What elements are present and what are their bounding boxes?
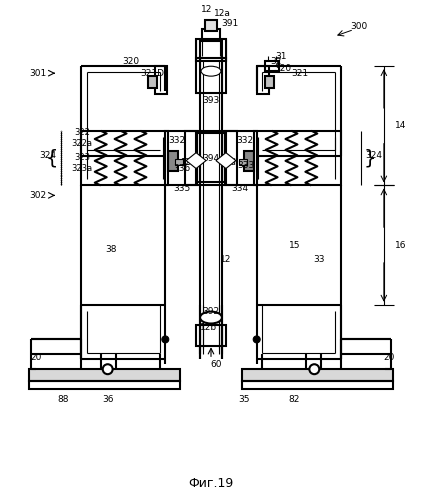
Text: 16: 16 xyxy=(395,240,406,250)
Ellipse shape xyxy=(200,312,222,324)
Text: 321D: 321D xyxy=(141,68,165,78)
Text: 14: 14 xyxy=(395,122,406,130)
Circle shape xyxy=(253,336,260,343)
Text: 36: 36 xyxy=(102,394,114,404)
Bar xyxy=(196,40,226,62)
Text: 60: 60 xyxy=(210,360,222,368)
Circle shape xyxy=(162,336,169,343)
Circle shape xyxy=(103,364,113,374)
Text: 12b: 12b xyxy=(200,323,218,332)
Bar xyxy=(242,381,393,389)
Text: 15: 15 xyxy=(289,240,300,250)
Text: 323a: 323a xyxy=(71,164,92,173)
Bar xyxy=(254,131,341,186)
Text: }: } xyxy=(364,148,376,167)
Bar xyxy=(197,133,225,182)
Text: 332: 332 xyxy=(169,136,186,145)
Text: 321: 321 xyxy=(291,68,308,78)
Polygon shape xyxy=(186,152,206,168)
Text: 20: 20 xyxy=(383,353,395,362)
Text: 393: 393 xyxy=(203,96,219,106)
Text: 32: 32 xyxy=(271,57,282,66)
Text: 31: 31 xyxy=(275,52,286,61)
Text: 320: 320 xyxy=(122,57,139,66)
Text: 300: 300 xyxy=(350,22,368,31)
Text: 12: 12 xyxy=(220,256,232,264)
Bar xyxy=(175,158,183,164)
Text: 301: 301 xyxy=(29,68,46,78)
Bar xyxy=(196,324,226,346)
Ellipse shape xyxy=(201,66,221,76)
Text: 392: 392 xyxy=(203,307,219,316)
Text: 38: 38 xyxy=(105,246,116,254)
Bar xyxy=(196,58,226,93)
Text: 334: 334 xyxy=(231,184,249,193)
Text: {: { xyxy=(46,148,58,167)
Text: 394: 394 xyxy=(203,154,219,163)
Text: 88: 88 xyxy=(57,394,69,404)
Text: 302: 302 xyxy=(29,191,46,200)
Bar xyxy=(239,158,247,164)
Text: 324: 324 xyxy=(40,151,57,160)
Bar xyxy=(257,66,269,94)
Text: 320: 320 xyxy=(274,64,291,72)
Text: 12c: 12c xyxy=(181,158,196,167)
Bar xyxy=(168,150,178,171)
Text: 12: 12 xyxy=(201,5,213,14)
Bar xyxy=(29,381,180,389)
Text: 324: 324 xyxy=(365,151,382,160)
Text: 333: 333 xyxy=(237,161,254,170)
Text: 12d: 12d xyxy=(220,158,236,167)
Text: 332: 332 xyxy=(236,136,253,145)
Text: 322: 322 xyxy=(74,128,90,138)
Bar xyxy=(155,66,167,94)
Bar xyxy=(242,369,393,381)
Circle shape xyxy=(309,364,319,374)
Text: 12a: 12a xyxy=(214,9,230,18)
Bar xyxy=(165,131,257,186)
Bar xyxy=(202,30,220,42)
Bar xyxy=(81,131,168,186)
Text: 335: 335 xyxy=(173,184,191,193)
Bar xyxy=(265,62,279,71)
Text: 20: 20 xyxy=(30,353,42,362)
Bar xyxy=(225,131,237,186)
Text: 82: 82 xyxy=(289,394,300,404)
Bar xyxy=(205,20,217,32)
Bar xyxy=(149,76,157,88)
Text: 323: 323 xyxy=(74,153,90,162)
Bar xyxy=(265,76,273,88)
Text: 322a: 322a xyxy=(71,139,92,148)
Text: 336: 336 xyxy=(173,164,191,173)
Bar xyxy=(185,131,197,186)
Bar xyxy=(29,369,180,381)
Text: Фиг.19: Фиг.19 xyxy=(188,477,234,490)
Bar xyxy=(244,150,254,171)
Text: 35: 35 xyxy=(238,394,249,404)
Polygon shape xyxy=(216,152,236,168)
Text: 33: 33 xyxy=(314,256,325,264)
Text: 391: 391 xyxy=(221,19,238,28)
